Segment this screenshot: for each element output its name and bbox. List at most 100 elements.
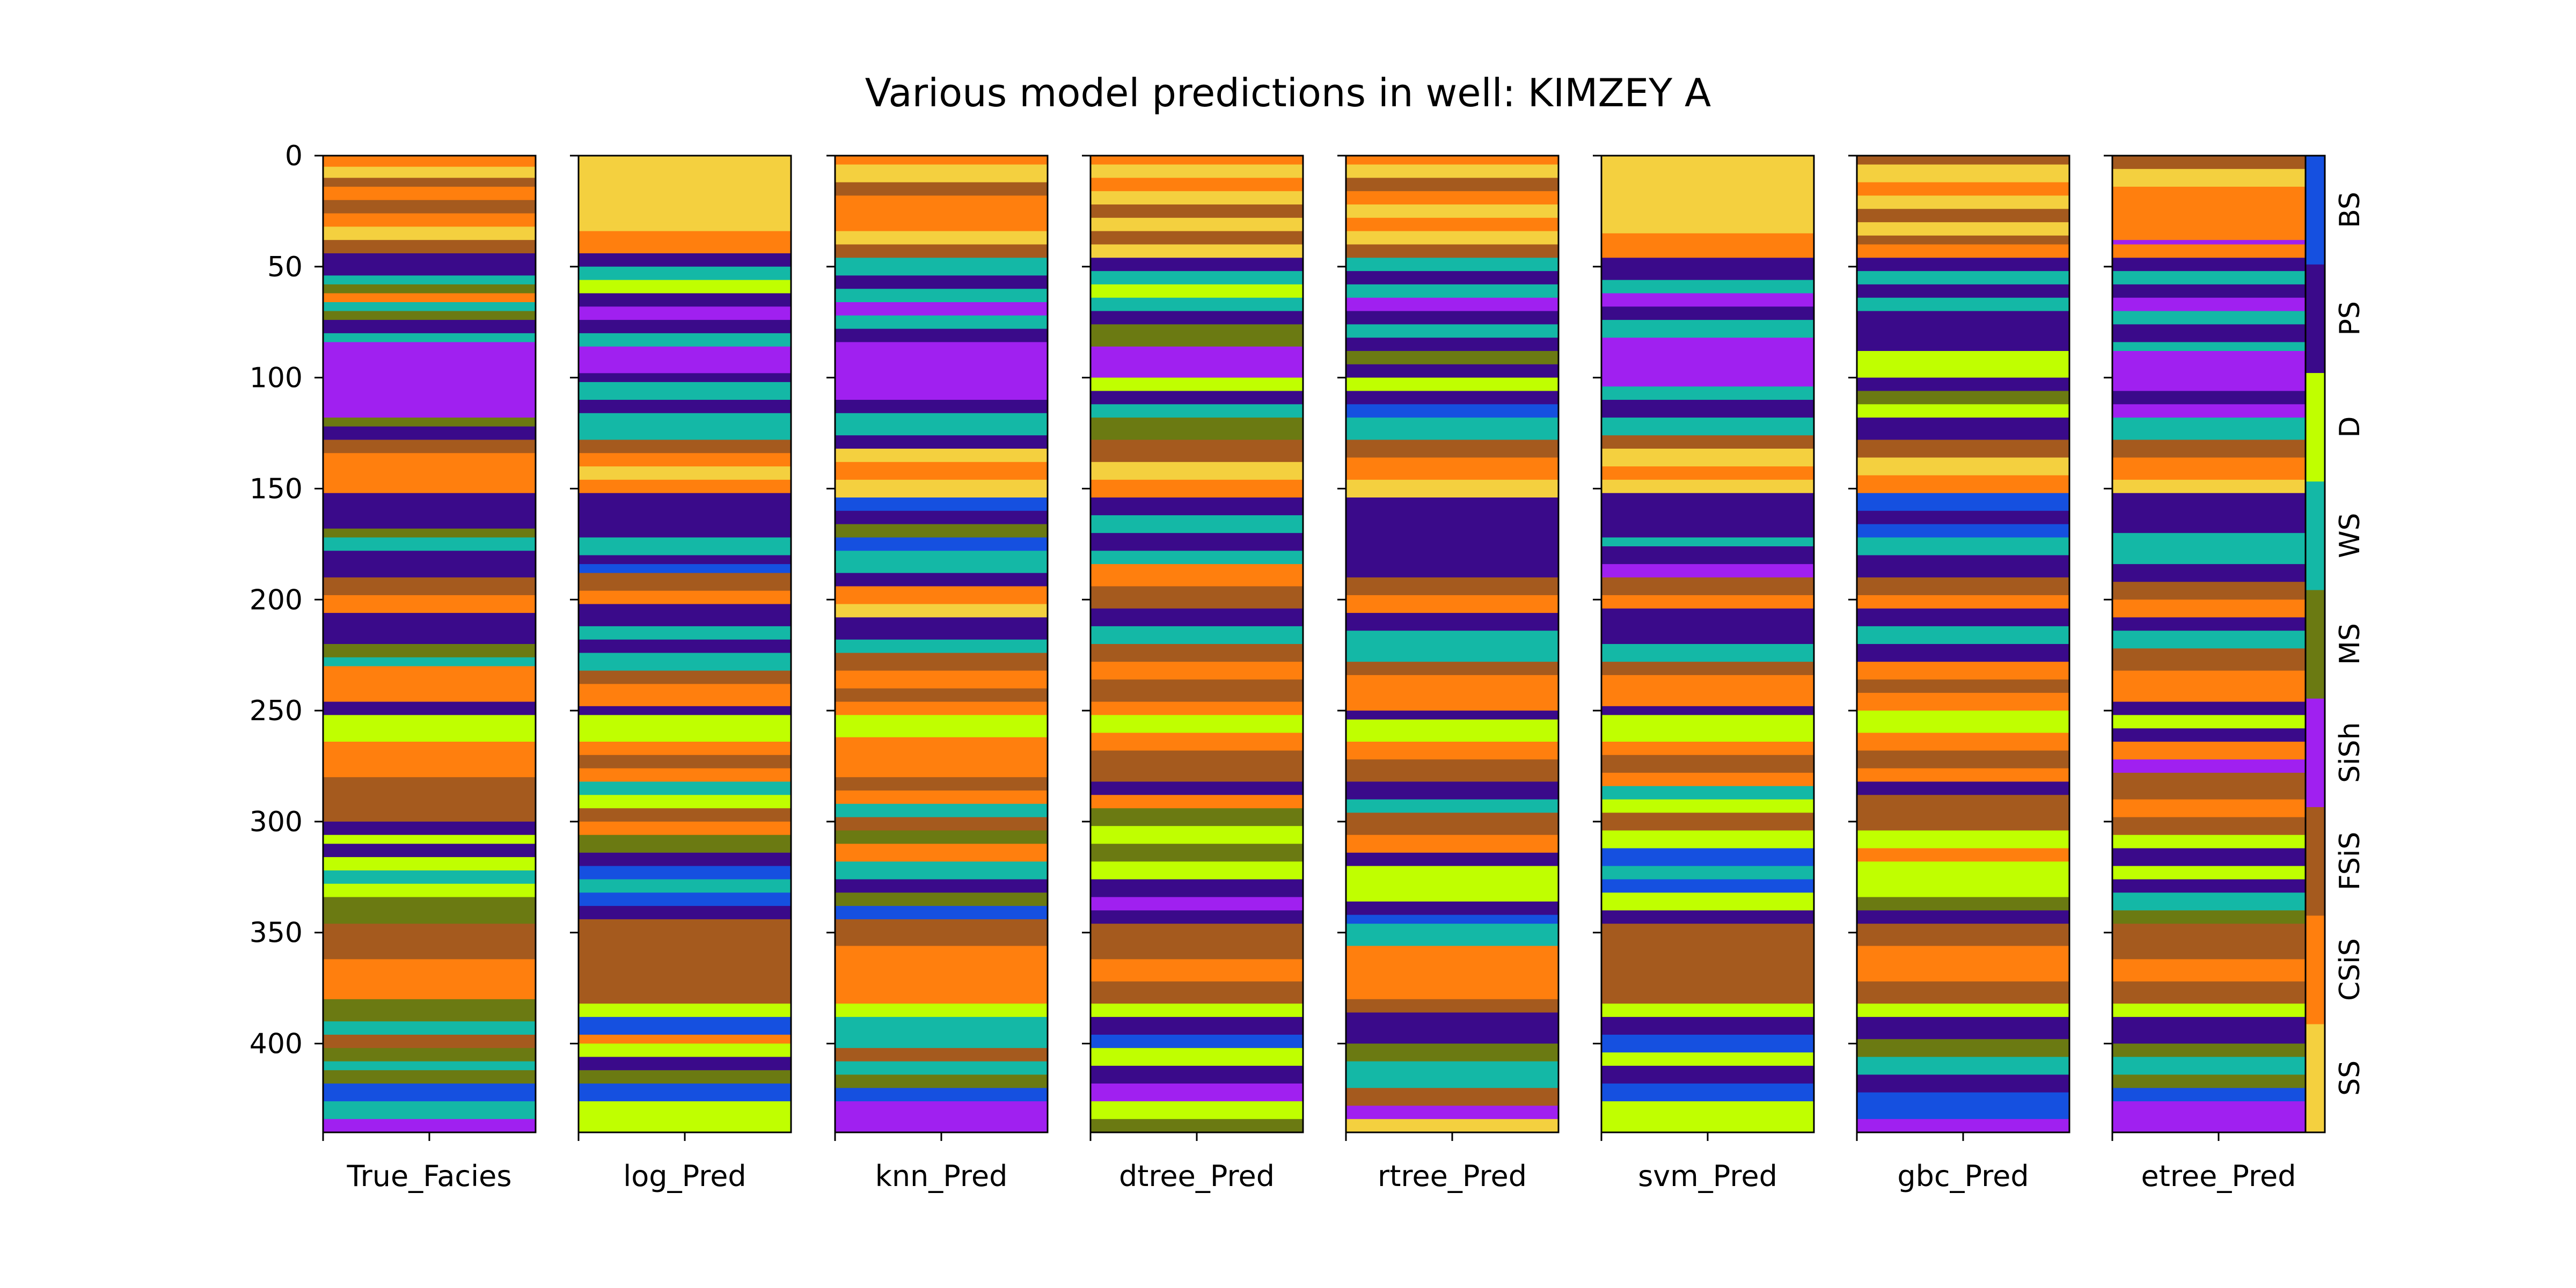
panel-gbc_Pred: gbc_Pred [1848,155,2070,1193]
facies-segment [1601,608,1814,645]
facies-segment [579,306,791,320]
colorbar-label: D [2334,416,2366,438]
facies-segment [1346,999,1558,1013]
y-tick-label: 300 [250,806,303,838]
facies-segment [323,613,536,645]
facies-segment [579,1084,791,1102]
facies-segment [1346,852,1558,867]
facies-segment [1601,892,1814,911]
facies-segment [835,791,1048,804]
facies-segment [1601,910,1814,924]
facies-segment [579,590,791,605]
facies-segment [1091,533,1303,551]
facies-segment [2112,418,2325,441]
facies-segment [1857,555,2069,578]
facies-segment [579,755,791,769]
facies-segment [1091,515,1303,533]
colorbar-label: SiSh [2334,722,2366,783]
facies-segment [2112,324,2325,343]
facies-segment [1857,524,2069,538]
facies-segment [1346,866,1558,902]
facies-segment [1857,577,2069,596]
facies-segment [579,333,791,347]
facies-segment [579,653,791,671]
facies-segment [323,302,536,312]
facies-segment [1091,258,1303,272]
colorbar-frame [2304,155,2326,1133]
facies-segment [1091,910,1303,924]
facies-segment [579,670,791,685]
y-tick-label: 200 [250,584,303,616]
facies-segment [1601,848,1814,867]
facies-segment [579,835,791,853]
facies-segment [1601,1052,1814,1066]
facies-segment [1346,364,1558,378]
facies-segment [1601,830,1814,849]
facies-segment [1346,901,1558,916]
facies-segment [835,777,1048,791]
facies-segment [323,342,536,418]
panel-etree_Pred: etree_Pred [2104,155,2326,1193]
facies-segment [2112,404,2325,418]
facies-segment [2112,670,2325,702]
facies-segment [1601,1065,1814,1084]
facies-segment [1091,795,1303,809]
facies-segment [2112,759,2325,773]
panel-dtree_Pred: dtree_Pred [1082,155,1304,1193]
facies-segment [835,715,1048,738]
facies-segment [323,791,536,822]
facies-segment [1346,662,1558,676]
panel-knn_Pred: knn_Pred [826,155,1049,1193]
facies-segment [1857,608,2069,627]
y-tick-label: 100 [250,362,303,394]
facies-segment [835,275,1048,289]
facies-segment [1857,209,2069,223]
facies-segment [1091,204,1303,218]
facies-segment [323,186,536,201]
column-label: knn_Pred [875,1159,1008,1193]
facies-segment [835,289,1048,303]
facies-segment [835,817,1048,831]
facies-segment [835,617,1048,640]
facies-segment [579,1101,791,1133]
colorbar-swatch [2306,807,2325,916]
facies-segment [835,604,1048,618]
facies-segment [1857,537,2069,556]
facies-segment [579,1035,791,1044]
facies-segment [579,1004,791,1018]
facies-segment [579,852,791,867]
facies-segment [323,213,536,227]
facies-segment [835,737,1048,756]
facies-segment [1346,204,1558,218]
column-label: True_Facies [347,1159,512,1193]
facies-segment [1091,644,1303,662]
facies-segment [1091,715,1303,734]
facies-segment [835,156,1048,165]
facies-segment [2112,169,2325,187]
y-tick-label: 350 [250,917,303,949]
facies-segment [1091,1035,1303,1049]
facies-segment [323,240,536,254]
facies-segment [579,742,791,756]
facies-segment [579,266,791,281]
facies-segment [579,684,791,707]
facies-segment [2112,772,2325,800]
facies-segment [1601,1101,1814,1133]
facies-segment [579,253,791,267]
facies-segment [1346,271,1558,285]
facies-segment [1346,1043,1558,1062]
facies-segment [1091,271,1303,285]
facies-segment [1601,400,1814,418]
facies-segment [1857,235,2069,245]
facies-segment [1857,595,2069,609]
facies-segment [1857,1039,2069,1057]
facies-segment [2112,879,2325,893]
y-tick-label: 50 [267,251,303,283]
facies-segment [579,156,791,189]
facies-segment [1346,297,1558,312]
facies-segment [835,1101,1048,1133]
facies-segment [1346,457,1558,480]
facies-segment [1857,244,2069,258]
facies-segment [579,231,791,254]
facies-segment [2112,440,2325,458]
